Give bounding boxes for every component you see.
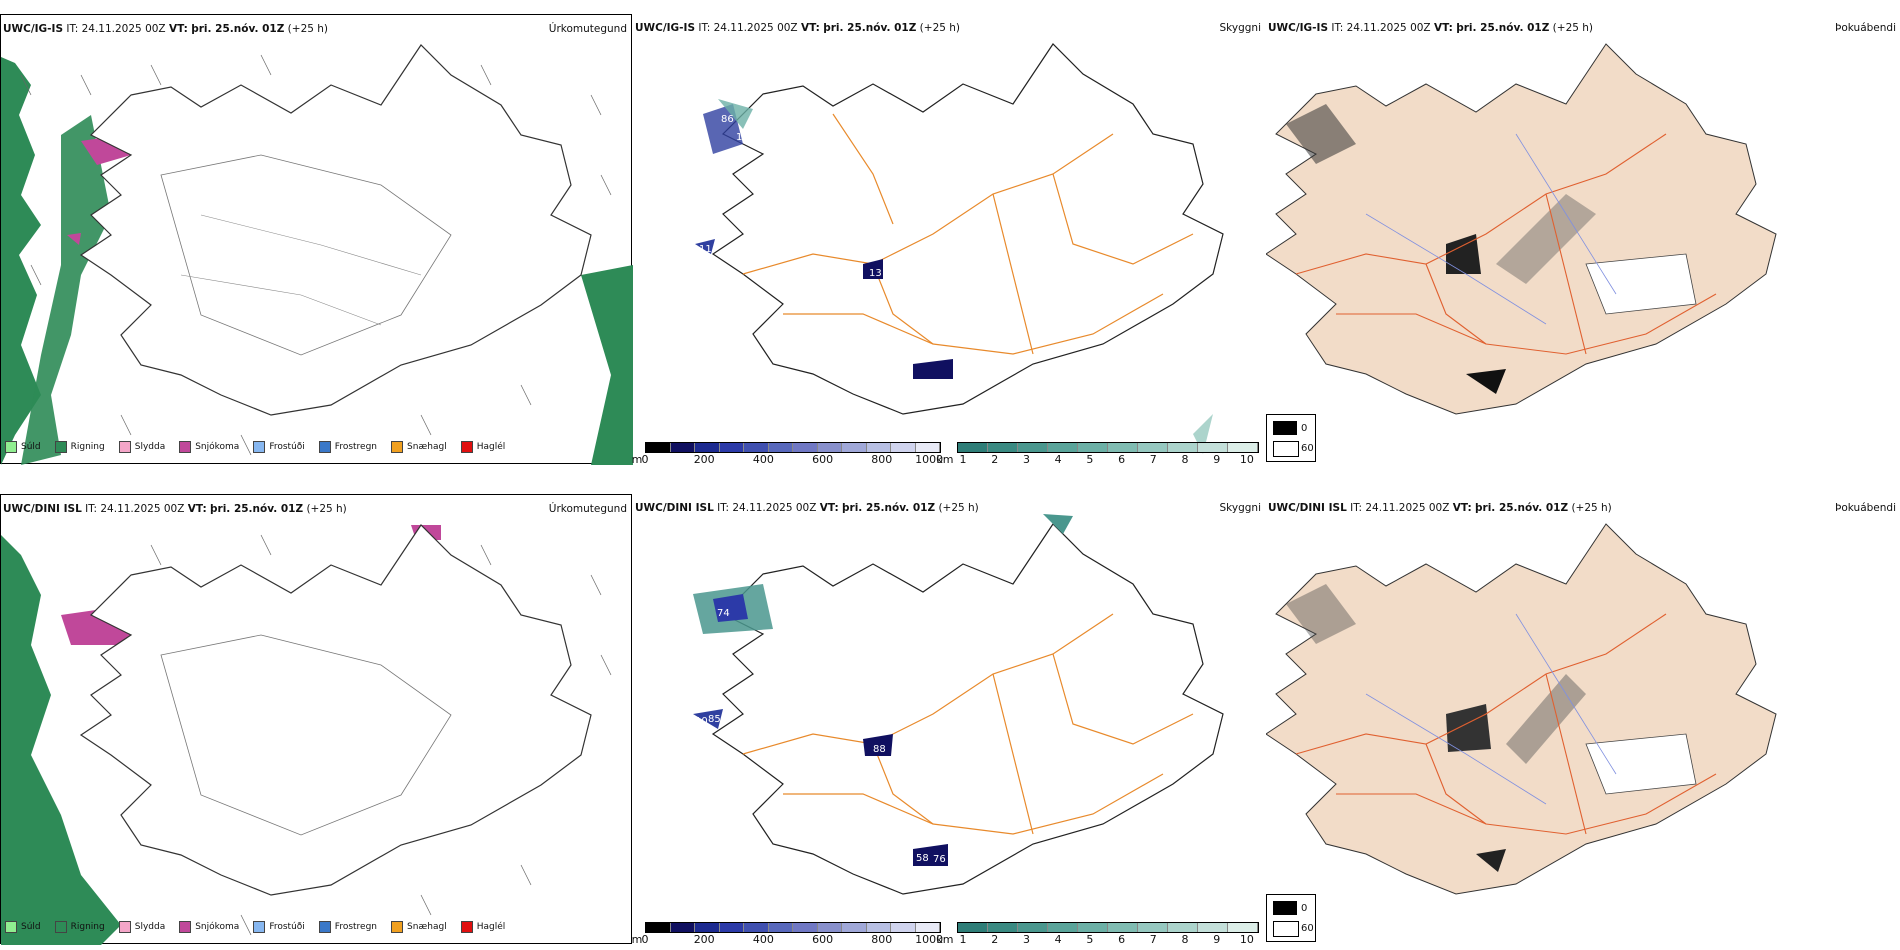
legend-item: Haglél [460,441,505,453]
panel-title: Skyggni [1219,502,1262,514]
cloudbase-label: 13 [869,268,882,279]
visibility-colorbar: km 1 2 3 4 5 6 7 8 9 10 [936,442,1259,466]
cloudbase-label: 11 [699,244,712,255]
ptype-legend: Súld Rigning Slydda Snjókoma Frostúði Fr… [5,441,513,453]
legend-item: Rigning [54,441,105,453]
fog-legend: 0 60 [1266,894,1316,942]
cloudbase-label: 76 [933,854,946,865]
visibility-map-top: 86 11 16 11 72 70 13 [695,43,1224,454]
fog-map-top [1266,43,1777,415]
panel-title: Þokuábendi [1835,22,1896,34]
ptype-map-panel-bottom: UWC/DINI ISL IT: 24.11.2025 00Z VT: þri.… [0,494,632,945]
visibility-map-bottom: 74 10 85 88 58 76 [693,514,1224,895]
cloudbase-label: 72 [916,381,929,392]
panel-title: Úrkomutegund [548,23,627,35]
legend-item: Snæhagl [391,441,447,453]
cloudbase-colorbar: m 0 200 400 600 800 1000 [632,442,943,466]
legend-item: Súld [5,921,41,933]
cloudbase-label: 86 [721,114,734,125]
legend-item: Slydda [118,441,165,453]
cloudbase-label: 70 [933,383,946,394]
legend-item: Slydda [118,921,165,933]
legend-item: Snjókoma [179,921,239,933]
panel-title: Þokuábendi [1835,502,1896,514]
legend-item: Frostregn [318,921,377,933]
panel-header: UWC/DINI ISL IT: 24.11.2025 00Z VT: þri.… [3,503,347,515]
cloudbase-label: 88 [873,744,886,755]
legend-item: Haglél [460,921,505,933]
visibility-map-panel-bottom: 74 10 85 88 58 76 UWC/DINI ISL IT: 24.11… [632,494,1265,946]
legend-item: Frostúði [253,441,305,453]
legend-item: Rigning [54,921,105,933]
ptype-map-top [1,44,633,465]
cloudbase-label: 85 [708,714,721,725]
visibility-colorbar: km 1 2 3 4 5 6 7 8 9 10 [936,922,1259,946]
fog-map-panel-bottom: UWC/DINI ISL IT: 24.11.2025 00Z VT: þri.… [1266,494,1900,944]
fog-legend: 0 60 [1266,414,1316,462]
legend-item: Snæhagl [391,921,447,933]
panel-header: UWC/IG-IS IT: 24.11.2025 00Z VT: þri. 25… [3,23,329,35]
panel-title: Úrkomutegund [548,503,627,515]
cloudbase-label: 16 [711,156,724,167]
cloudbase-label: 11 [736,132,749,143]
cloudbase-colorbar: m 0 200 400 600 800 1000 [632,922,943,946]
visibility-map-panel-top: 86 11 16 11 72 70 13 UWC/IG-IS IT: 24.11… [632,14,1265,466]
panel-title: Skyggni [1219,22,1262,34]
panel-header: UWC/DINI ISL IT: 24.11.2025 00Z VT: þri.… [1268,502,1612,514]
legend-item: Súld [5,441,41,453]
panel-header: UWC/IG-IS IT: 24.11.2025 00Z VT: þri. 25… [635,22,961,34]
fog-map-panel-top: UWC/IG-IS IT: 24.11.2025 00Z VT: þri. 25… [1266,14,1900,464]
legend-item: Frostregn [318,441,377,453]
legend-item: Snjókoma [179,441,239,453]
cloudbase-label: 58 [916,853,929,864]
cloudbase-label: 74 [717,608,730,619]
panel-header: UWC/IG-IS IT: 24.11.2025 00Z VT: þri. 25… [1268,22,1594,34]
fog-map-bottom [1266,523,1777,895]
cloudbase-label: 10 [695,716,708,727]
panel-header: UWC/DINI ISL IT: 24.11.2025 00Z VT: þri.… [635,502,979,514]
ptype-legend: Súld Rigning Slydda Snjókoma Frostúði Fr… [5,921,513,933]
ptype-map-bottom [1,524,612,945]
legend-item: Frostúði [253,921,305,933]
ptype-map-panel-top: UWC/IG-IS IT: 24.11.2025 00Z VT: þri. 25… [0,14,633,465]
